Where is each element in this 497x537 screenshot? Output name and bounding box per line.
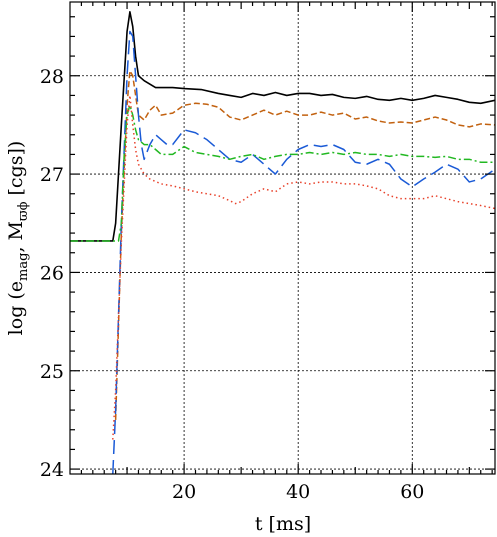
series-line-dotted	[112, 94, 495, 440]
y-tick-label-27: 27	[40, 164, 64, 186]
x-tick-labels: 20 40 60	[172, 481, 424, 503]
x-tick-label-60: 60	[400, 481, 424, 503]
series-line-dashdot	[70, 104, 495, 242]
y-axis-label-sub2: ϖϕ	[16, 201, 31, 221]
ticks	[70, 2, 495, 474]
y-axis-label-middle: , M	[5, 221, 27, 253]
y-tick-label-28: 28	[40, 66, 64, 88]
y-axis-label-sub1: mag	[16, 253, 31, 281]
y-axis-label-prefix: log (e	[5, 281, 27, 335]
grid	[70, 2, 495, 474]
y-axis-label: log (emag, Mϖϕ [cgs])	[5, 141, 31, 336]
x-tick-label-40: 40	[286, 481, 310, 503]
series-layer	[70, 11, 495, 474]
y-tick-labels: 24 25 26 27 28	[40, 66, 64, 481]
y-axis-label-suffix: [cgs])	[5, 141, 27, 202]
series-line-solid	[70, 11, 495, 242]
y-tick-label-25: 25	[40, 361, 64, 383]
series-line-dashed	[114, 70, 495, 420]
y-tick-label-26: 26	[40, 262, 64, 284]
y-tick-label-24: 24	[40, 459, 64, 481]
series-line-longdash	[112, 30, 495, 474]
x-tick-label-20: 20	[172, 481, 196, 503]
plot-frame	[69, 1, 496, 475]
x-axis-label: t [ms]	[255, 513, 311, 535]
